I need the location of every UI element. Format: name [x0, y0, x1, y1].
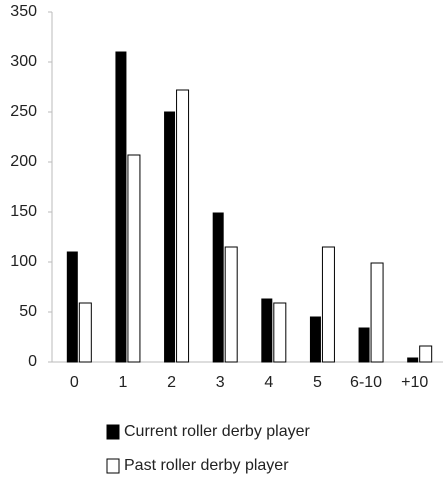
x-tick-label: 4	[264, 374, 273, 391]
y-tick-label: 350	[10, 3, 37, 20]
y-tick-label: 0	[28, 353, 37, 370]
x-tick-label: 1	[118, 374, 127, 391]
y-tick-label: 250	[10, 103, 37, 120]
x-tick-label: 3	[216, 374, 225, 391]
bar	[407, 357, 419, 363]
x-tick-label: 2	[167, 374, 176, 391]
x-tick-label: 5	[313, 374, 322, 391]
bar	[358, 327, 370, 363]
y-tick-label: 300	[10, 53, 37, 70]
bar	[261, 298, 273, 363]
x-tick-label: +10	[401, 374, 428, 391]
bar	[224, 246, 238, 363]
legend-label: Current roller derby player	[124, 423, 311, 440]
bar	[164, 111, 176, 363]
bar	[115, 51, 127, 363]
bar	[273, 302, 287, 363]
y-tick-label: 100	[10, 253, 37, 270]
bar	[66, 251, 78, 363]
bar	[419, 345, 433, 363]
y-tick-label: 200	[10, 153, 37, 170]
bar	[309, 316, 321, 363]
y-tick-label: 150	[10, 203, 37, 220]
bar	[127, 154, 141, 363]
x-tick-label: 0	[70, 374, 79, 391]
bar	[370, 262, 384, 363]
bar	[176, 89, 190, 363]
x-tick-label: 6-10	[350, 374, 382, 391]
legend-swatch	[106, 458, 120, 474]
legend-label: Past roller derby player	[124, 457, 289, 474]
bar	[321, 246, 335, 363]
y-tick-label: 50	[19, 303, 37, 320]
legend-swatch	[106, 424, 120, 440]
bar	[212, 212, 224, 363]
bar	[78, 302, 92, 363]
